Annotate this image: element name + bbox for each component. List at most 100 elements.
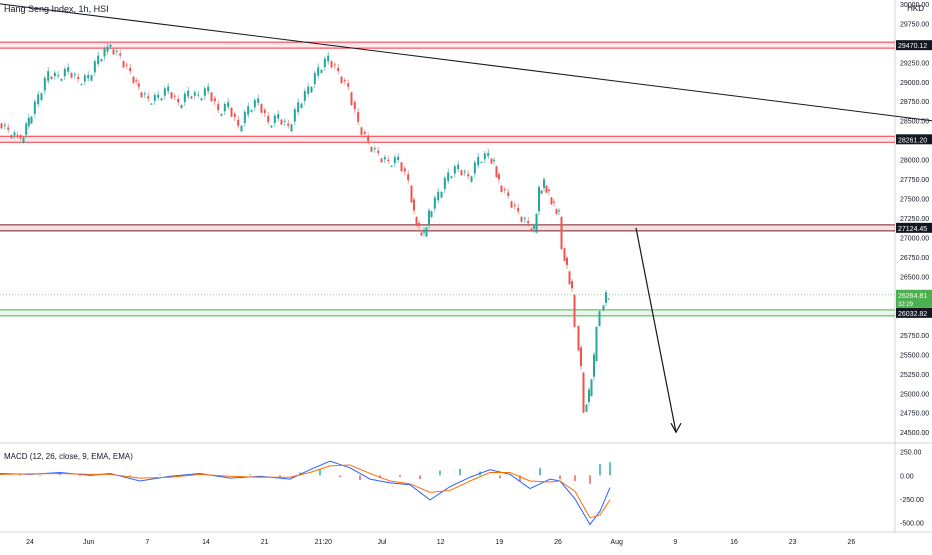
candle-body	[135, 80, 138, 82]
candle-body	[347, 83, 350, 87]
candle-body	[510, 201, 513, 208]
chart-title: Hang Seng Index, 1h, HSI	[4, 4, 109, 14]
candle-body	[213, 98, 216, 102]
candle-body	[393, 157, 396, 164]
candle-body	[112, 49, 115, 55]
macd-histogram-bar	[559, 475, 561, 480]
candle-body	[353, 102, 356, 110]
candle-body	[593, 354, 595, 377]
candle-body	[307, 86, 310, 94]
candle-body	[370, 146, 373, 152]
candle-body	[103, 48, 106, 57]
macd-histogram-bar	[279, 475, 281, 478]
candle-body	[77, 76, 80, 79]
candle-body	[140, 92, 143, 98]
candle-body	[443, 177, 446, 190]
candle-body	[263, 109, 266, 114]
candle-body	[247, 106, 250, 115]
candle-body	[240, 125, 243, 132]
candle-body	[447, 172, 450, 181]
candle-body	[573, 294, 576, 327]
candle-body	[403, 168, 406, 172]
macd-histogram-bar	[159, 474, 161, 476]
candle-body	[3, 124, 6, 126]
candle-body	[37, 94, 40, 105]
macd-histogram-bar	[359, 475, 361, 481]
candle-body	[340, 76, 343, 83]
candle-body	[357, 111, 360, 122]
candle-body	[180, 104, 183, 108]
candle-body	[477, 156, 480, 166]
candle-body	[397, 156, 400, 161]
candle-body	[0, 123, 3, 129]
macd-histogram-bar	[589, 475, 591, 484]
candle-body	[150, 103, 153, 105]
macd-histogram-bar	[499, 475, 501, 479]
candle-body	[280, 119, 283, 125]
price-tick-label: 27500.00	[900, 197, 929, 204]
candle-body	[503, 189, 506, 191]
candle-body	[147, 96, 150, 99]
candle-body	[323, 58, 326, 68]
time-tick-label: 14	[202, 539, 210, 546]
candle-body	[423, 229, 425, 233]
candle-body	[493, 159, 495, 161]
candle-body	[207, 86, 210, 92]
candle-body	[327, 55, 330, 62]
candle-body	[260, 104, 263, 113]
candle-body	[470, 176, 473, 182]
candle-body	[197, 94, 200, 96]
candle-body	[410, 185, 413, 203]
price-tick-label: 28000.00	[900, 158, 929, 165]
candle-body	[545, 185, 548, 193]
candle-body	[527, 221, 530, 224]
macd-histogram-bar	[129, 475, 131, 478]
candle-body	[580, 347, 582, 367]
macd-histogram-bar	[519, 475, 521, 481]
candle-body	[387, 160, 390, 162]
candle-body	[87, 75, 90, 79]
candle-body	[297, 102, 300, 112]
candle-body	[520, 216, 523, 222]
candle-body	[50, 76, 53, 80]
candle-body	[460, 170, 463, 176]
price-tick-label: 25750.00	[900, 333, 929, 340]
price-tick-label: 24500.00	[900, 430, 929, 437]
candle-body	[293, 109, 296, 122]
candle-body	[217, 104, 220, 111]
candle-body	[313, 72, 316, 85]
candle-body	[122, 61, 125, 68]
candle-body	[277, 114, 280, 119]
candle-body	[203, 88, 206, 96]
candle-body	[10, 135, 13, 139]
time-tick-label: 21	[261, 539, 269, 546]
candle-body	[500, 185, 503, 192]
candle-body	[193, 92, 196, 96]
candle-body	[47, 71, 50, 81]
candle-body	[310, 86, 313, 93]
candle-body	[595, 326, 598, 362]
candle-body	[57, 75, 60, 77]
candle-body	[343, 80, 346, 82]
candle-body	[153, 94, 156, 101]
candle-body	[303, 91, 306, 101]
candle-body	[200, 98, 203, 101]
macd-line	[0, 460, 611, 526]
level-price-tag	[896, 222, 932, 233]
candle-body	[433, 197, 436, 209]
candle-body	[67, 67, 70, 72]
level-price-label: 27124.45	[898, 226, 927, 233]
macd-tick-label: 0.00	[900, 473, 914, 480]
candle-body	[157, 94, 160, 98]
candle-body	[25, 123, 28, 135]
candle-body	[40, 93, 43, 101]
candle-body	[230, 107, 233, 117]
candle-body	[7, 127, 10, 130]
candle-body	[530, 228, 533, 232]
macd-histogram-bar	[319, 469, 321, 476]
time-tick-label: 19	[495, 539, 503, 546]
candle-body	[160, 98, 163, 101]
candle-body	[129, 67, 132, 72]
time-tick-label: 26	[847, 539, 855, 546]
